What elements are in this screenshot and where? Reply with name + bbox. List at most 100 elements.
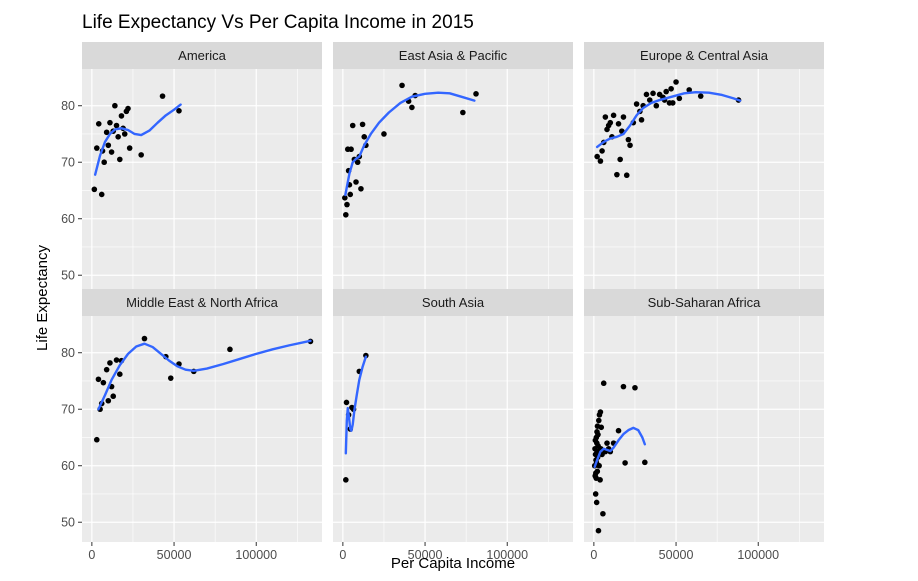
data-point: [108, 149, 115, 155]
smooth-line: [595, 90, 742, 149]
y-tick-label: 50: [61, 516, 75, 530]
data-point: [598, 424, 605, 431]
data-point: [348, 146, 354, 153]
facet-europe-central-asia: Europe & Central Asia: [584, 42, 824, 295]
data-point: [344, 201, 350, 208]
gridlines: [82, 316, 322, 542]
data-point: [227, 346, 233, 353]
data-point: [118, 113, 125, 119]
data-point: [642, 459, 648, 466]
facet-strip-label: Europe & Central Asia: [640, 48, 769, 63]
x-tick-label: 50000: [659, 548, 694, 562]
data-point: [595, 527, 602, 534]
data-point: [112, 102, 118, 109]
x-axis-title: Per Capita Income: [391, 555, 515, 572]
data-point: [359, 121, 366, 128]
smooth-line: [97, 339, 312, 411]
facet-strip-label: South Asia: [422, 295, 485, 310]
facet-strip: [82, 289, 322, 316]
data-point: [594, 468, 601, 475]
data-point: [597, 477, 603, 483]
facet-panel-background: [584, 69, 824, 295]
y-tick-label: 60: [61, 459, 75, 473]
data-point: [121, 131, 128, 137]
facet-strip-label: East Asia & Pacific: [399, 48, 508, 63]
data-point: [95, 121, 102, 127]
data-point: [126, 145, 133, 151]
x-tick-label: 0: [339, 548, 346, 562]
data-point: [669, 100, 676, 106]
data-point: [600, 510, 606, 517]
data-point: [113, 122, 120, 129]
data-point: [343, 477, 349, 483]
data-point: [595, 417, 602, 424]
data-point: [399, 82, 405, 89]
data-point: [646, 97, 653, 103]
x-tick-label: 0: [88, 548, 95, 562]
facet-panel-background: [82, 316, 322, 542]
y-tick-label: 50: [61, 269, 75, 283]
facet-strip: [333, 289, 573, 316]
data-point: [343, 211, 349, 218]
x-axis-ticks: 0 50000 100000 0 50000 100000 0 50000 100000: [88, 542, 779, 562]
data-point: [600, 380, 607, 387]
gridlines: [584, 69, 824, 295]
data-point: [592, 491, 599, 497]
data-point: [409, 104, 415, 111]
data-point: [596, 462, 602, 469]
gridlines: [333, 69, 573, 295]
data-point: [615, 121, 622, 127]
data-point: [673, 79, 679, 85]
data-point: [599, 148, 605, 154]
data-point: [103, 129, 110, 136]
gridlines: [584, 316, 824, 542]
x-tick-label: 50000: [157, 548, 192, 562]
data-point: [615, 427, 622, 434]
y-tick-label: 60: [61, 212, 75, 226]
data-point: [614, 171, 620, 178]
data-point: [167, 375, 174, 381]
data-point: [473, 91, 479, 97]
gridlines: [333, 316, 573, 542]
x-tick-label: 50000: [408, 548, 443, 562]
data-point: [460, 109, 466, 116]
data-point: [176, 108, 182, 114]
data-points: [342, 82, 479, 218]
data-point: [93, 436, 100, 443]
data-point: [653, 102, 660, 109]
data-point: [633, 101, 640, 107]
data-point: [686, 87, 693, 93]
data-point: [623, 172, 630, 179]
data-point: [617, 156, 623, 163]
data-point: [110, 393, 117, 400]
data-point: [113, 357, 120, 363]
data-point: [353, 179, 359, 185]
data-point: [663, 88, 669, 95]
data-point: [125, 105, 131, 112]
data-point: [650, 90, 656, 97]
x-tick-label: 100000: [235, 548, 277, 562]
gridlines: [82, 69, 322, 295]
facet-panel-background: [333, 69, 573, 295]
facet-america: America: [82, 42, 322, 295]
facet-strip-label: Sub-Saharan Africa: [648, 295, 762, 310]
facet-strip: [584, 289, 824, 316]
chart-title: Life Expectancy Vs Per Capita Income in …: [82, 12, 474, 33]
data-point: [381, 131, 387, 137]
data-point: [107, 119, 113, 126]
y-tick-label: 70: [61, 403, 75, 417]
data-point: [594, 153, 600, 160]
data-point: [101, 159, 107, 166]
data-point: [342, 195, 348, 201]
facet-strip-label: Middle East & North Africa: [126, 295, 278, 310]
facet-middle-east-north-africa: Middle East & North Africa: [82, 289, 322, 542]
facet-south-asia: South Asia: [333, 289, 573, 542]
data-point: [676, 95, 683, 102]
data-point: [668, 85, 674, 92]
data-point: [347, 191, 354, 198]
facet-strip: [333, 42, 573, 69]
data-point: [610, 112, 617, 119]
data-point: [620, 114, 627, 120]
data-point: [620, 383, 627, 390]
